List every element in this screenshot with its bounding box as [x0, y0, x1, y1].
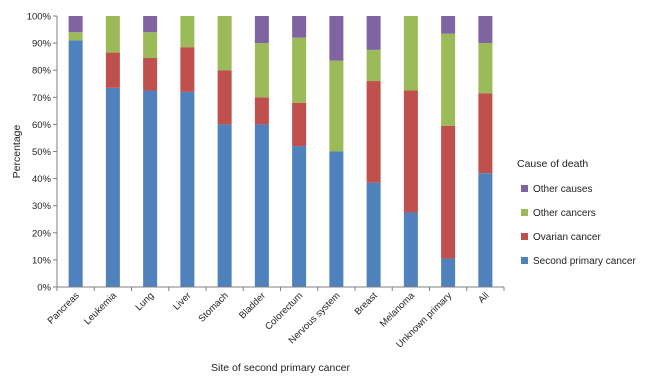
- bar-segment-ovarian-cancer: [441, 125, 456, 259]
- bar-segment-second-primary-cancer: [143, 90, 158, 288]
- y-tick-label: 80%: [32, 66, 52, 77]
- bar-segment-other-causes: [441, 16, 456, 34]
- y-axis-ticks: 0% 10% 20% 30% 40% 50% 60% 70% 80% 90% 100%: [27, 12, 57, 294]
- x-tick-label: Lung: [134, 290, 157, 313]
- bar-segment-second-primary-cancer: [180, 91, 195, 287]
- bar-segment-ovarian-cancer: [143, 58, 158, 91]
- bar-segment-second-primary-cancer: [366, 182, 381, 287]
- y-axis-title: Percentage: [11, 124, 23, 178]
- bar-segment-second-primary-cancer: [441, 258, 456, 287]
- y-tick-label: 40%: [32, 174, 52, 185]
- y-tick-label: 0%: [37, 283, 51, 294]
- bar-segment-ovarian-cancer: [254, 97, 269, 125]
- bar-segment-second-primary-cancer: [68, 40, 83, 287]
- bar-segment-other-cancers: [478, 43, 493, 94]
- x-tick-label: All: [476, 290, 491, 305]
- legend-swatch: [521, 257, 528, 264]
- bar-segment-other-causes: [478, 16, 493, 44]
- bar-segment-other-cancers: [329, 60, 344, 152]
- x-tick-label: Bladder: [237, 290, 268, 321]
- legend: Cause of death Other causes Other cancers…: [517, 158, 636, 267]
- bar-segment-ovarian-cancer: [366, 81, 381, 183]
- bar-segment-ovarian-cancer: [403, 90, 418, 213]
- axes: [56, 16, 504, 288]
- legend-label: Ovarian cancer: [533, 232, 601, 243]
- bar-segment-other-cancers: [441, 33, 456, 126]
- y-tick-label: 90%: [32, 39, 52, 50]
- bar-segment-other-causes: [254, 16, 269, 44]
- y-tick-label: 100%: [27, 12, 52, 23]
- bar-segment-second-primary-cancer: [217, 124, 232, 288]
- bar-segment-second-primary-cancer: [254, 124, 269, 288]
- bar-segment-second-primary-cancer: [105, 87, 120, 287]
- x-tick-label: Leukemia: [82, 290, 119, 327]
- bar-segment-second-primary-cancer: [329, 151, 344, 287]
- x-tick-label: Breast: [353, 290, 380, 317]
- bar-segment-ovarian-cancer: [478, 93, 493, 174]
- y-tick-label: 10%: [32, 255, 52, 266]
- legend-label: Second primary cancer: [533, 256, 636, 267]
- bar-segment-other-cancers: [292, 37, 307, 103]
- bar-segment-other-causes: [329, 16, 344, 61]
- x-axis-title: Site of second primary cancer: [211, 362, 350, 374]
- y-tick-label: 70%: [32, 93, 52, 104]
- bar-segment-other-cancers: [68, 32, 83, 41]
- y-tick-label: 60%: [32, 120, 52, 131]
- bar-segment-other-cancers: [217, 16, 232, 71]
- bar-segment-other-causes: [143, 16, 158, 33]
- bar-segment-second-primary-cancer: [403, 212, 418, 287]
- legend-swatch: [521, 185, 528, 192]
- bar-segment-other-cancers: [366, 49, 381, 82]
- bar-segment-other-causes: [366, 16, 381, 50]
- legend-title: Cause of death: [517, 158, 588, 170]
- bar-segment-other-causes: [68, 16, 83, 33]
- bar-segment-other-cancers: [180, 16, 195, 48]
- bar-segment-ovarian-cancer: [180, 47, 195, 92]
- x-tick-label: Liver: [171, 290, 193, 312]
- bar-segment-ovarian-cancer: [292, 102, 307, 147]
- x-tick-label: Stomach: [196, 290, 230, 324]
- bar-segment-other-cancers: [403, 16, 418, 91]
- bar-segment-ovarian-cancer: [217, 70, 232, 125]
- y-tick-label: 20%: [32, 228, 52, 239]
- x-tick-label: Pancreas: [46, 290, 82, 326]
- legend-swatch: [521, 233, 528, 240]
- legend-label: Other cancers: [533, 208, 596, 219]
- legend-swatch: [521, 209, 528, 216]
- bar-segment-other-cancers: [143, 32, 158, 59]
- bar-segment-ovarian-cancer: [105, 52, 120, 88]
- bars-layer: [68, 16, 493, 288]
- bar-segment-other-cancers: [254, 43, 269, 98]
- bar-segment-second-primary-cancer: [478, 173, 493, 287]
- bar-segment-other-cancers: [105, 16, 120, 53]
- x-tick-label: Melanoma: [378, 290, 418, 330]
- y-tick-label: 50%: [32, 147, 52, 158]
- y-tick-label: 30%: [32, 201, 52, 212]
- x-axis-ticks: Pancreas Leukemia Lung Liver Stomach BladderC…: [46, 287, 505, 350]
- bar-segment-other-causes: [292, 16, 307, 38]
- bar-segment-second-primary-cancer: [292, 146, 307, 287]
- legend-label: Other causes: [533, 184, 592, 195]
